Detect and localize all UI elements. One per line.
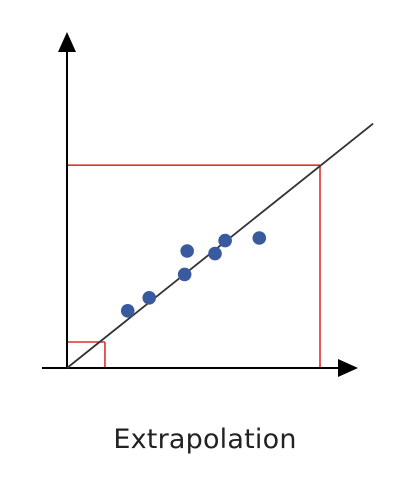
data-point-5 [218, 233, 232, 248]
data-point-0 [120, 304, 135, 318]
caption: Extrapolation [113, 424, 297, 455]
x-axis-arrow-icon [338, 359, 358, 377]
data-point-2 [177, 267, 192, 282]
data-point-1 [142, 291, 157, 305]
data-point-4 [208, 246, 222, 261]
axes [42, 32, 358, 377]
trend-layer [66, 122, 374, 369]
trend-line [66, 122, 374, 369]
y-axis-arrow-icon [58, 32, 76, 52]
data-point-3 [180, 244, 194, 258]
points-layer [120, 231, 267, 318]
data-point-6 [252, 231, 267, 245]
